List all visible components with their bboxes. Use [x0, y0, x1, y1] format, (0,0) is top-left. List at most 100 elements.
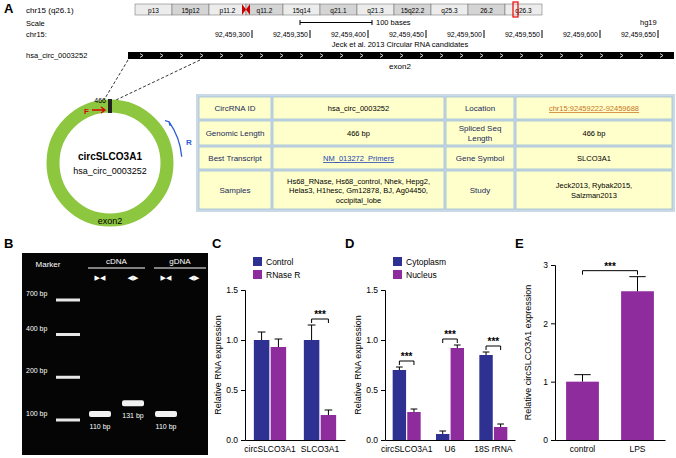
- y-axis-title: Relative RNA expression: [213, 315, 223, 415]
- table-value: hsa_circ_0003252: [328, 104, 389, 113]
- axis-line: [241, 291, 246, 441]
- y-tick: 1.0: [366, 335, 385, 345]
- significance-label: ***: [487, 336, 499, 347]
- band-size: 110 bp: [156, 423, 177, 431]
- table-key: Study: [470, 186, 490, 195]
- band-size: 131 bp: [122, 412, 144, 420]
- primer-glyph: ▶◀: [95, 274, 106, 282]
- tick-mark: [381, 290, 385, 291]
- error-bar: [497, 424, 504, 427]
- panel-label: D: [345, 236, 354, 251]
- band-label: p11.2: [220, 7, 236, 15]
- pcr-band: [89, 411, 111, 417]
- y-tick: 1: [543, 377, 555, 387]
- y-axis: 0.00.51.01.5: [226, 285, 245, 445]
- ideogram-band: [172, 4, 209, 15]
- tick-mark: [381, 390, 385, 391]
- bar: [451, 348, 464, 440]
- tick-label: 0.0: [366, 435, 378, 445]
- table-value: Jeck2013, Rybak2015,: [556, 181, 632, 190]
- marker-size: 100 bp: [26, 410, 48, 418]
- legend: Control RNase R: [253, 257, 300, 280]
- axis-line: [551, 266, 556, 441]
- x-axis: controlLPS: [556, 441, 666, 455]
- tick-mark: [241, 340, 245, 341]
- y-tick: 1.5: [366, 285, 385, 295]
- y-axis-title: Relative RNA expression: [353, 315, 363, 415]
- position-tick: [426, 30, 427, 38]
- band-size: 110 bp: [90, 423, 111, 431]
- strand-arrows: [140, 54, 663, 58]
- table-cell: [273, 97, 444, 119]
- x-tick: LPS: [629, 444, 645, 454]
- table-cell: [273, 171, 444, 209]
- scale-text: 100 bases: [376, 18, 411, 27]
- tick-mark: [551, 265, 555, 266]
- tick-label: 0.5: [226, 385, 238, 395]
- legend-swatch: [253, 270, 262, 279]
- axis-line: [386, 440, 516, 441]
- significance-label: ***: [604, 261, 616, 272]
- bar: [621, 291, 654, 440]
- position-tick: [658, 30, 659, 38]
- table-cell: [446, 147, 514, 169]
- table-value: Hs68_RNase, Hs68_control, Nhek, Hepg2,: [287, 177, 430, 186]
- tick-mark: [551, 323, 555, 324]
- marker-band: [56, 376, 80, 379]
- gel: Marker700 bp400 bp200 bp100 bpcDNAgDNA▶◀…: [22, 253, 208, 455]
- y-tick: 0.0: [226, 435, 245, 445]
- y-tick: 3: [543, 260, 555, 270]
- plot-area: [254, 325, 336, 440]
- reverse-primer: [165, 121, 182, 157]
- table-cell: [516, 121, 672, 145]
- table-key: Gene Symbol: [456, 154, 505, 163]
- bar: [407, 412, 420, 440]
- tick-label: 18S rRNA: [474, 444, 513, 454]
- position-label: 92,459,400: [331, 31, 366, 38]
- bar: [566, 382, 599, 440]
- table-cell: [446, 121, 514, 145]
- y-tick: 1.5: [226, 285, 245, 295]
- tick-label: 1.5: [226, 285, 238, 295]
- assembly: hg19: [640, 18, 657, 27]
- tick-label: SLCO3A1: [301, 444, 340, 454]
- marker-band: [56, 299, 80, 302]
- y-tick: 0.5: [226, 385, 245, 395]
- table-key: Length: [468, 134, 492, 143]
- circ-ring: [53, 106, 167, 220]
- marker-size: 200 bp: [26, 367, 48, 375]
- position-tick: [484, 30, 485, 38]
- x-axis: circSLCO3A1 U6 18S rRNA: [381, 441, 516, 455]
- tick-label: circSLCO3A1: [381, 444, 433, 454]
- band-label: p13: [148, 7, 159, 15]
- position-tick: [368, 30, 369, 38]
- error-bar: [454, 345, 461, 348]
- table-key: Genomic Length: [206, 129, 265, 138]
- table-cell: [516, 147, 672, 169]
- chrom: chr15:: [26, 30, 47, 39]
- panel-label: B: [4, 236, 13, 251]
- circ-name: circSLCO3A1: [78, 151, 142, 162]
- position-label: 92,459,350: [273, 31, 308, 38]
- tick-label: 0.5: [366, 385, 378, 395]
- x-tick: U6: [445, 444, 456, 454]
- ideogram-band: [246, 4, 283, 15]
- x-tick: circSLCO3A1: [244, 444, 296, 454]
- table-cell: [199, 97, 271, 119]
- tick-mark: [551, 382, 555, 383]
- error-bar: [439, 431, 446, 434]
- bar: [271, 347, 286, 440]
- error-bar: [574, 375, 590, 382]
- axis-line: [556, 440, 666, 441]
- axis-line: [381, 291, 386, 441]
- tick-label: 1: [543, 377, 548, 387]
- band-label: q21.1: [330, 7, 347, 15]
- bar: [494, 427, 507, 440]
- tick-label: LPS: [629, 444, 645, 454]
- legend-swatch: [253, 257, 262, 266]
- legend-label: RNase R: [266, 270, 300, 280]
- plot-area: [393, 345, 508, 440]
- circ-id: hsa_circ_0003252: [73, 166, 147, 176]
- legend-label: Control: [266, 257, 294, 267]
- y-tick: 0.5: [366, 385, 385, 395]
